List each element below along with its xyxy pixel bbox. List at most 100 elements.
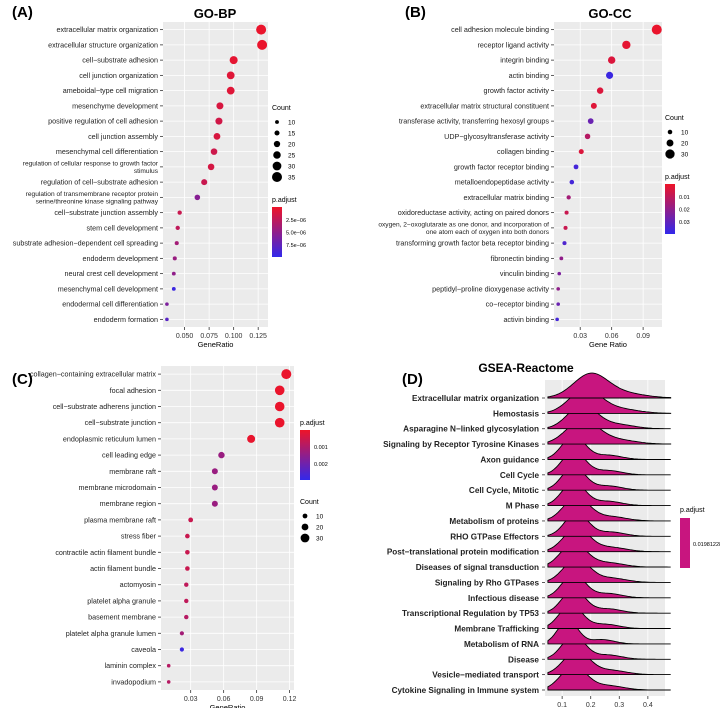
data-point (229, 56, 238, 65)
y-category-label: metalloendopeptidase activity (455, 178, 550, 187)
size-legend-label: 25 (288, 153, 296, 160)
color-bar (665, 184, 675, 234)
size-legend-dot (301, 523, 309, 531)
panel-go-bp: (A) GO-BP 0.050 0.075 0.100 0.125 GeneRatio ext… (12, 4, 306, 349)
panel-go-cc: (B) GO-CC 0.03 0.06 0.09 Gene Ratio cell adhes… (378, 4, 689, 349)
panel-go-mf: (C)GO-MF0.030.060.090.12GeneRatiocollage… (12, 366, 328, 708)
x-tick-label: 0.03 (184, 696, 198, 703)
data-point (605, 71, 614, 79)
data-point (555, 317, 559, 322)
data-point (165, 302, 169, 306)
data-point (211, 500, 218, 507)
y-category-label: regulation of cellular response to growt… (23, 161, 159, 176)
y-category-label: activin binding (503, 315, 549, 324)
data-point (569, 179, 575, 185)
data-point (622, 40, 631, 50)
data-point (651, 24, 662, 35)
y-category-label: cell−substrate junction assembly (54, 208, 158, 217)
y-category-label: extracellular structure organization (48, 40, 158, 49)
y-category-label: extracellular matrix binding (464, 193, 550, 202)
x-tick-label: 0.075 (200, 333, 218, 340)
y-category-label: focal adhesion (110, 386, 156, 395)
data-point (559, 256, 564, 261)
data-point (556, 287, 560, 291)
size-legend-dot (275, 120, 279, 124)
size-legend-dot (274, 130, 280, 136)
y-category-label: stem cell development (86, 223, 158, 232)
plot-background (554, 22, 662, 327)
y-category-label: caveola (131, 645, 156, 654)
data-point (188, 517, 194, 523)
y-category-label: cell−substrate adherens junction (53, 402, 156, 411)
legend: Count 10 20 30 p.adjust 0.01 0.02 0.03 (665, 115, 690, 234)
data-point (562, 241, 567, 246)
data-point (185, 533, 190, 539)
y-category-label: actin binding (509, 71, 549, 80)
y-category-label: endodermal cell differentiation (62, 300, 158, 309)
legend: p.adjust 0.01981228 (680, 507, 720, 568)
plot-background (161, 366, 294, 690)
x-axis-label: Gene Ratio (589, 340, 627, 349)
data-point (179, 631, 184, 636)
y-category-label: extracellular matrix structural constitu… (420, 101, 549, 110)
panel-gsea-reactome: (D) GSEA-Reactome Extracellular matrix org… (383, 361, 720, 708)
y-category-label: membrane raft (109, 467, 156, 476)
size-legend-label: 20 (316, 525, 324, 532)
y-category-label: fibronectin binding (491, 254, 549, 263)
y-category-label: Metabolism of proteins (449, 517, 539, 526)
panel-label: (D) (402, 371, 423, 388)
y-category-label: extracellular matrix organization (57, 25, 158, 34)
color-bar-label: 0.01 (679, 195, 690, 201)
y-category-label: Cell Cycle, Mitotic (469, 486, 540, 495)
data-point (584, 133, 591, 140)
y-category-label: receptor ligand activity (477, 40, 549, 49)
color-bar-label: 0.001 (314, 445, 328, 451)
y-category-label: Cytokine Signaling in Immune system (392, 686, 539, 695)
size-legend-label: 15 (288, 131, 296, 138)
y-category-label: growth factor receptor binding (454, 162, 549, 171)
data-point (274, 401, 285, 412)
y-category-label: stress fiber (121, 532, 157, 541)
size-legend-label: 35 (288, 175, 296, 182)
y-category-label: Signaling by Receptor Tyrosine Kinases (383, 440, 539, 449)
y-category-label: membrane microdomain (79, 483, 157, 492)
y-category-label: transferase activity, transferring hexos… (399, 117, 549, 126)
y-category-label: invadopodium (111, 677, 156, 686)
data-point (185, 566, 190, 571)
y-category-label: platelet alpha granule (87, 596, 156, 605)
data-point (557, 271, 562, 276)
legend: Count 10 15 20 25 30 35 p.adjust 2.5e−06 5.0e−06 7… (272, 105, 306, 257)
data-point (573, 164, 579, 170)
data-point (607, 56, 616, 64)
panel-title: GO-CC (588, 6, 632, 21)
data-point (207, 163, 215, 171)
data-point (564, 210, 569, 215)
data-point (165, 317, 169, 322)
y-category-label: actomyosin (120, 580, 156, 589)
x-tick-label: 0.06 (217, 696, 231, 703)
size-legend-label: 20 (681, 141, 689, 148)
size-legend-label: 10 (681, 130, 689, 137)
data-point (172, 256, 177, 261)
y-category-label: peptidyl−proline dioxygenase activity (432, 284, 549, 293)
y-category-label: mesenchymal cell development (58, 284, 158, 293)
y-category-label: cell−substrate adhesion (82, 56, 158, 65)
y-category-label: cell junction assembly (88, 132, 158, 141)
size-legend-label: 10 (288, 120, 296, 127)
data-point (211, 468, 218, 475)
y-category-label: basement membrane (88, 613, 156, 622)
y-category-label: ameboidal−type cell migration (63, 86, 158, 95)
data-point (175, 225, 180, 231)
data-point (184, 598, 189, 604)
size-legend-label: 30 (681, 152, 689, 159)
y-category-label: vinculin binding (500, 269, 549, 278)
data-point (174, 241, 179, 246)
x-axis-label: GeneRatio (210, 703, 246, 708)
y-category-label: regulation of transmembrane receptor pro… (26, 191, 159, 206)
y-category-label: Axon guidance (480, 455, 539, 464)
data-point (218, 451, 225, 459)
color-bar-label: 0.03 (679, 220, 690, 226)
size-legend-dot (667, 129, 673, 135)
y-category-label: Infectious disease (468, 594, 539, 603)
color-bar-label: 0.002 (314, 462, 328, 468)
